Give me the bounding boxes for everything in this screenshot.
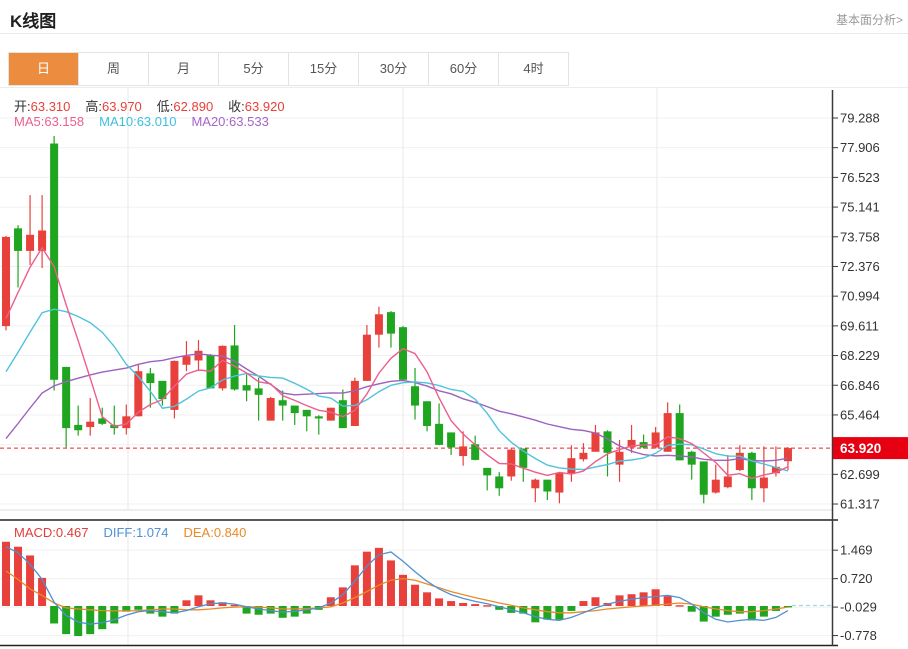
svg-text:72.376: 72.376 bbox=[840, 259, 880, 274]
ohlc-item-2: 低:62.890 bbox=[156, 99, 214, 114]
macd-layer bbox=[2, 541, 832, 637]
macd-item-1: DIFF:1.074 bbox=[103, 525, 169, 540]
ma10-line bbox=[5, 308, 789, 472]
current-price-badge: 63.920 bbox=[833, 437, 908, 460]
svg-text:1.469: 1.469 bbox=[840, 543, 873, 558]
period-tabs: 日周月 5分 15分 30分 60分 4时 bbox=[8, 52, 569, 86]
macd-info: MACD:0.467 DIFF:1.074 DEA:0.840 bbox=[14, 525, 261, 540]
svg-text:76.523: 76.523 bbox=[840, 170, 880, 185]
chart-top-border bbox=[0, 87, 908, 88]
svg-text:61.317: 61.317 bbox=[840, 497, 880, 512]
svg-text:69.611: 69.611 bbox=[840, 318, 879, 333]
dea-line bbox=[5, 570, 789, 614]
ma-item-2: MA20:63.533 bbox=[191, 114, 269, 129]
tab-5[interactable]: 30分 bbox=[359, 53, 429, 85]
tab-3[interactable]: 5分 bbox=[219, 53, 289, 85]
tab-2[interactable]: 月 bbox=[149, 53, 219, 85]
macd-item-2: DEA:0.840 bbox=[183, 525, 247, 540]
svg-text:75.141: 75.141 bbox=[840, 200, 880, 215]
ma-item-1: MA10:63.010 bbox=[99, 114, 177, 129]
ohlc-item-1: 高:63.970 bbox=[85, 99, 142, 114]
page-title: K线图 bbox=[10, 12, 57, 31]
svg-text:77.906: 77.906 bbox=[840, 140, 880, 155]
svg-text:-0.029: -0.029 bbox=[840, 600, 877, 615]
fundamental-analysis-link[interactable]: 基本面分析> bbox=[835, 13, 903, 27]
tab-7[interactable]: 4时 bbox=[499, 53, 568, 85]
header-divider bbox=[0, 33, 908, 34]
svg-text:66.846: 66.846 bbox=[840, 378, 880, 393]
svg-text:65.464: 65.464 bbox=[840, 407, 880, 422]
svg-text:70.994: 70.994 bbox=[840, 289, 880, 304]
tab-0[interactable]: 日 bbox=[9, 53, 79, 85]
macd-item-0: MACD:0.467 bbox=[14, 525, 89, 540]
svg-text:73.758: 73.758 bbox=[840, 229, 880, 244]
tab-6[interactable]: 60分 bbox=[429, 53, 499, 85]
svg-text:62.699: 62.699 bbox=[840, 467, 880, 482]
candles-layer bbox=[2, 136, 792, 504]
tab-1[interactable]: 周 bbox=[79, 53, 149, 85]
widget-header: K线图 基本面分析> bbox=[0, 0, 908, 33]
ohlc-info: 开:63.310 高:63.970 低:62.890 收:63.920 bbox=[14, 96, 300, 115]
ma-info: MA5:63.158 MA10:63.010 MA20:63.533 bbox=[14, 114, 284, 129]
price-axis: 79.288 77.906 76.523 75.141 73.758 72.376 70.9… bbox=[831, 90, 880, 646]
ohlc-item-3: 收:63.920 bbox=[228, 99, 285, 114]
gridlines bbox=[0, 88, 832, 645]
diff-line bbox=[5, 546, 789, 625]
ma20-line bbox=[5, 353, 789, 462]
svg-text:0.720: 0.720 bbox=[840, 571, 873, 586]
ma5-line bbox=[5, 246, 789, 480]
svg-text:68.229: 68.229 bbox=[840, 348, 880, 363]
ma-lines bbox=[5, 246, 789, 480]
ma-item-0: MA5:63.158 bbox=[14, 114, 85, 129]
panel-borders bbox=[0, 509, 838, 647]
svg-text:63.920: 63.920 bbox=[840, 441, 881, 456]
svg-text:-0.778: -0.778 bbox=[840, 628, 877, 643]
ohlc-item-0: 开:63.310 bbox=[14, 99, 71, 114]
svg-text:79.288: 79.288 bbox=[840, 111, 880, 126]
tab-4[interactable]: 15分 bbox=[289, 53, 359, 85]
